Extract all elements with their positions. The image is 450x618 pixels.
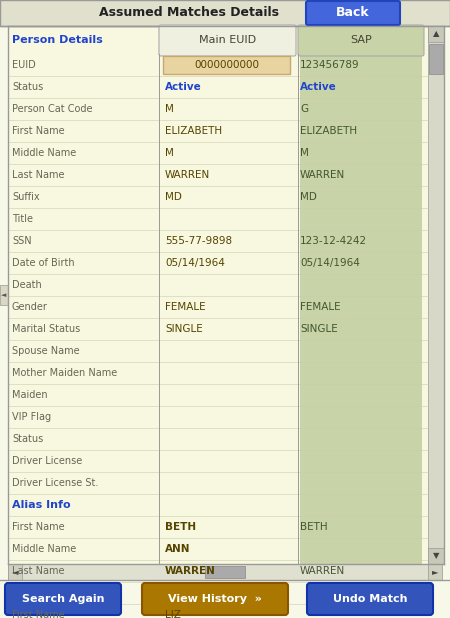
Text: Main EUID: Main EUID: [199, 35, 256, 45]
Bar: [0, 564, 450, 618]
Bar: [8, 564, 22, 580]
Text: VIP Flag: VIP Flag: [12, 412, 51, 422]
Bar: [8, 564, 434, 580]
Text: BETH: BETH: [300, 522, 328, 532]
Text: Middle Name: Middle Name: [12, 544, 76, 554]
Text: Status: Status: [12, 82, 43, 92]
Text: Date of Birth: Date of Birth: [12, 258, 75, 268]
Bar: [429, 44, 443, 74]
Text: ▼: ▼: [433, 551, 439, 561]
Text: EUID: EUID: [12, 60, 36, 70]
Bar: [428, 26, 444, 564]
Text: SINGLE: SINGLE: [300, 324, 338, 334]
Bar: [8, 26, 428, 564]
Text: BETH: BETH: [165, 522, 196, 532]
Text: ◄: ◄: [12, 567, 18, 577]
Text: SINGLE: SINGLE: [165, 324, 203, 334]
Bar: [163, 56, 290, 74]
Text: WARREN: WARREN: [300, 170, 345, 180]
Bar: [428, 548, 444, 564]
Text: Suffix: Suffix: [12, 192, 40, 202]
Text: ►: ►: [432, 567, 438, 577]
Text: ◄: ◄: [1, 292, 7, 298]
Text: Gender: Gender: [12, 302, 48, 312]
Text: Title: Title: [12, 214, 33, 224]
Text: Death: Death: [12, 280, 42, 290]
Text: View History  »: View History »: [168, 594, 262, 604]
Text: First Name: First Name: [12, 522, 65, 532]
Text: Person Cat Code: Person Cat Code: [12, 104, 93, 114]
Text: Last Name: Last Name: [12, 566, 64, 576]
Text: Marital Status: Marital Status: [12, 324, 80, 334]
Bar: [0, 0, 450, 26]
Text: Alias Info: Alias Info: [12, 500, 71, 510]
Text: ELIZABETH: ELIZABETH: [165, 126, 222, 136]
Text: WARREN: WARREN: [300, 566, 345, 576]
Text: MD: MD: [300, 192, 317, 202]
Text: Middle Name: Middle Name: [12, 148, 76, 158]
FancyBboxPatch shape: [142, 583, 288, 615]
Text: Undo Match: Undo Match: [333, 594, 407, 604]
Text: 123456789: 123456789: [300, 60, 360, 70]
Text: 05/14/1964: 05/14/1964: [165, 258, 225, 268]
Text: Active: Active: [300, 82, 337, 92]
Bar: [428, 26, 444, 42]
Text: G: G: [300, 104, 308, 114]
Text: 05/14/1964: 05/14/1964: [300, 258, 360, 268]
Bar: [205, 566, 245, 578]
Text: 0000000000: 0000000000: [194, 60, 259, 70]
Text: First Name: First Name: [12, 126, 65, 136]
Text: SAP: SAP: [350, 35, 372, 45]
Text: Last Name: Last Name: [12, 170, 64, 180]
FancyBboxPatch shape: [298, 25, 424, 56]
FancyBboxPatch shape: [307, 583, 433, 615]
Text: 123-12-4242: 123-12-4242: [300, 236, 367, 246]
Bar: [0, 580, 450, 618]
Text: Spouse Name: Spouse Name: [12, 346, 80, 356]
FancyBboxPatch shape: [306, 1, 400, 25]
Text: Person Details: Person Details: [12, 35, 103, 45]
Text: FEMALE: FEMALE: [165, 302, 206, 312]
Text: M: M: [165, 104, 174, 114]
Text: WARREN: WARREN: [165, 170, 210, 180]
Text: First Name: First Name: [12, 610, 65, 618]
Text: Back: Back: [336, 7, 370, 20]
Text: M: M: [165, 148, 174, 158]
FancyBboxPatch shape: [5, 583, 121, 615]
Bar: [300, 26, 422, 564]
Text: Mother Maiden Name: Mother Maiden Name: [12, 368, 117, 378]
Text: Driver License: Driver License: [12, 456, 82, 466]
Text: ▲: ▲: [433, 30, 439, 38]
Text: ELIZABETH: ELIZABETH: [300, 126, 357, 136]
Text: Driver License St.: Driver License St.: [12, 478, 99, 488]
Text: FEMALE: FEMALE: [300, 302, 341, 312]
Text: ANN: ANN: [165, 544, 190, 554]
FancyBboxPatch shape: [159, 25, 296, 56]
Text: 555-77-9898: 555-77-9898: [165, 236, 232, 246]
Text: WARREN: WARREN: [165, 566, 216, 576]
Bar: [0, 285, 8, 305]
Text: SSN: SSN: [12, 236, 32, 246]
Text: MD: MD: [165, 192, 182, 202]
Text: M: M: [300, 148, 309, 158]
Text: Assumed Matches Details: Assumed Matches Details: [99, 7, 279, 20]
Text: Search Again: Search Again: [22, 594, 104, 604]
Text: Maiden: Maiden: [12, 390, 48, 400]
Text: Active: Active: [165, 82, 202, 92]
Bar: [428, 564, 442, 580]
Text: Status: Status: [12, 434, 43, 444]
Text: LIZ: LIZ: [165, 610, 181, 618]
